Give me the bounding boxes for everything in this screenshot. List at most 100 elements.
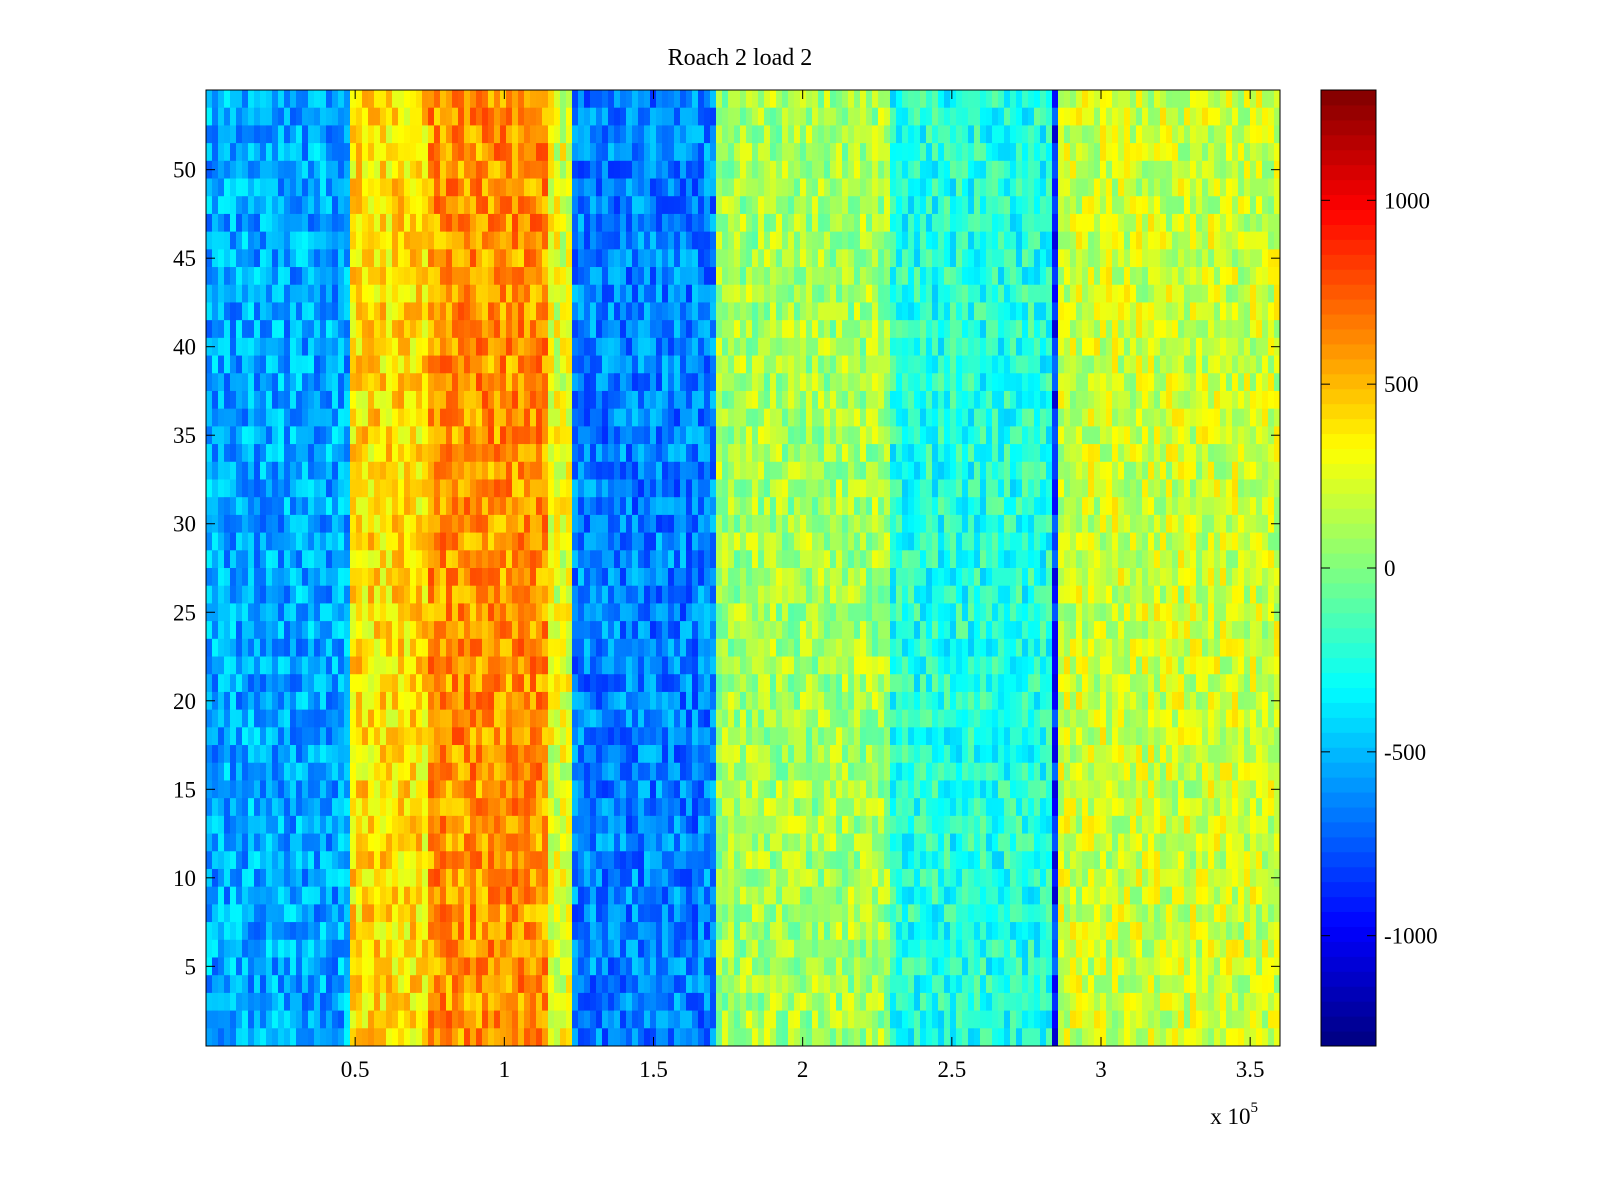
heatmap-cell bbox=[398, 426, 404, 445]
heatmap-cell bbox=[866, 355, 872, 374]
heatmap-cell bbox=[770, 373, 776, 392]
heatmap-cell bbox=[896, 143, 902, 162]
heatmap-cell bbox=[1016, 284, 1022, 303]
heatmap-cell bbox=[1010, 514, 1016, 533]
heatmap-cell bbox=[1178, 479, 1184, 498]
heatmap-cell bbox=[308, 355, 314, 374]
heatmap-cell bbox=[710, 568, 716, 587]
heatmap-cell bbox=[836, 479, 842, 498]
heatmap-cell bbox=[506, 444, 512, 463]
heatmap-cell bbox=[764, 514, 770, 533]
heatmap-cell bbox=[476, 302, 482, 321]
heatmap-cell bbox=[374, 196, 380, 215]
heatmap-cell bbox=[806, 196, 812, 215]
heatmap-cell bbox=[686, 373, 692, 392]
heatmap-cell bbox=[1202, 231, 1208, 250]
heatmap-cell bbox=[656, 461, 662, 480]
heatmap-cell bbox=[818, 373, 824, 392]
heatmap-cell bbox=[464, 249, 470, 268]
heatmap-cell bbox=[326, 373, 332, 392]
heatmap-cell bbox=[662, 160, 668, 179]
heatmap-cell bbox=[284, 461, 290, 480]
heatmap-cell bbox=[692, 373, 698, 392]
heatmap-cell bbox=[920, 320, 926, 339]
heatmap-cell bbox=[1184, 408, 1190, 427]
heatmap-cell bbox=[962, 231, 968, 250]
heatmap-cell bbox=[806, 337, 812, 356]
heatmap-cell bbox=[380, 320, 386, 339]
heatmap-cell bbox=[1232, 373, 1238, 392]
heatmap-cell bbox=[266, 444, 272, 463]
heatmap-cell bbox=[830, 426, 836, 445]
heatmap-cell bbox=[1046, 267, 1052, 286]
heatmap-cell bbox=[440, 444, 446, 463]
heatmap-cell bbox=[404, 514, 410, 533]
heatmap-cell bbox=[1064, 390, 1070, 410]
heatmap-cell bbox=[1016, 125, 1022, 144]
heatmap-cell bbox=[482, 497, 488, 516]
heatmap-cell bbox=[1028, 497, 1034, 516]
heatmap-cell bbox=[1274, 125, 1280, 144]
heatmap-cell bbox=[1178, 302, 1184, 321]
heatmap-cell bbox=[278, 143, 284, 162]
heatmap-cell bbox=[440, 355, 446, 374]
heatmap-cell bbox=[1256, 231, 1262, 250]
heatmap-cell bbox=[956, 550, 962, 569]
heatmap-cell bbox=[260, 390, 266, 410]
heatmap-cell bbox=[518, 249, 524, 268]
heatmap-cell bbox=[464, 479, 470, 498]
heatmap-cell bbox=[884, 284, 890, 303]
heatmap-cell bbox=[1190, 514, 1196, 533]
heatmap-cell bbox=[1106, 497, 1112, 516]
heatmap-cell bbox=[422, 267, 428, 286]
heatmap-cell bbox=[308, 514, 314, 533]
heatmap-cell bbox=[662, 178, 668, 197]
heatmap-cell bbox=[1232, 231, 1238, 250]
heatmap-cell bbox=[1076, 143, 1082, 162]
heatmap-cell bbox=[938, 461, 944, 480]
heatmap-cell bbox=[902, 337, 908, 356]
heatmap-cell bbox=[950, 550, 956, 569]
heatmap-cell bbox=[1226, 267, 1232, 286]
heatmap-cell bbox=[398, 90, 404, 109]
heatmap-cell bbox=[770, 408, 776, 427]
heatmap-cell bbox=[422, 284, 428, 303]
heatmap-cell bbox=[434, 320, 440, 339]
heatmap-cell bbox=[590, 249, 596, 268]
heatmap-cell bbox=[404, 160, 410, 179]
heatmap-cell bbox=[680, 249, 686, 268]
heatmap-cell bbox=[980, 390, 986, 410]
heatmap-cell bbox=[884, 125, 890, 144]
heatmap-cell bbox=[698, 568, 704, 587]
heatmap-cell bbox=[536, 90, 542, 109]
heatmap-cell bbox=[1220, 302, 1226, 321]
heatmap-cell bbox=[1034, 444, 1040, 463]
heatmap-cell bbox=[416, 337, 422, 356]
heatmap-cell bbox=[974, 178, 980, 197]
heatmap-cell bbox=[1130, 231, 1136, 250]
heatmap-cell bbox=[314, 514, 320, 533]
heatmap-cell bbox=[302, 514, 308, 533]
heatmap-cell bbox=[494, 196, 500, 215]
heatmap-cell bbox=[698, 196, 704, 215]
heatmap-cell bbox=[608, 302, 614, 321]
heatmap-cell bbox=[248, 390, 254, 410]
heatmap-cell bbox=[878, 284, 884, 303]
heatmap-cell bbox=[836, 320, 842, 339]
heatmap-cell bbox=[794, 532, 800, 551]
heatmap-cell bbox=[1184, 320, 1190, 339]
heatmap-cell bbox=[1040, 143, 1046, 162]
heatmap-cell bbox=[338, 267, 344, 286]
heatmap-cell bbox=[446, 231, 452, 250]
heatmap-cell bbox=[878, 125, 884, 144]
heatmap-cell bbox=[308, 390, 314, 410]
heatmap-cell bbox=[740, 426, 746, 445]
heatmap-cell bbox=[914, 231, 920, 250]
heatmap-cell bbox=[1064, 479, 1070, 498]
heatmap-cell bbox=[1124, 337, 1130, 356]
heatmap-cell bbox=[740, 444, 746, 463]
heatmap-cell bbox=[416, 461, 422, 480]
heatmap-cell bbox=[530, 550, 536, 569]
heatmap-cell bbox=[686, 550, 692, 569]
heatmap-cell bbox=[686, 267, 692, 286]
